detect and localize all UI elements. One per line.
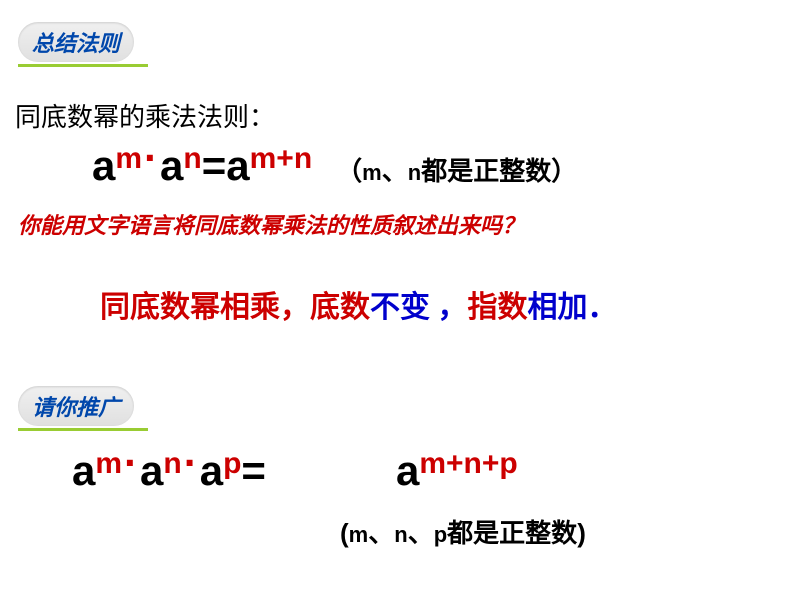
base-a1: a [92, 142, 115, 190]
ext-mnp: m+n+p [419, 447, 517, 481]
dot-1: · [144, 134, 158, 182]
ext-dot2: · [184, 439, 198, 487]
ext-a3: a [200, 447, 223, 495]
stmt-p4: 相加． [528, 291, 618, 324]
exp-m: m [115, 142, 142, 176]
ext-a2: a [140, 447, 163, 495]
summary-badge: 总结法则 [18, 22, 134, 62]
question-text: 你能用文字语言将同底数幂乘法的性质叙述出来吗？ [18, 208, 794, 240]
ext-eq: = [241, 447, 266, 495]
ext-dot1: · [124, 439, 138, 487]
ext-ra: a [396, 447, 419, 495]
formula-extend: am·an·ap=am+n+p [72, 447, 794, 495]
badge-underline-1 [18, 64, 148, 67]
ext-n: n [163, 447, 181, 481]
stmt-p2: 不变 ， [370, 291, 468, 324]
condition-1: （m、n都是正整数） [336, 151, 577, 188]
formula-rule: am·an=am+n （m、n都是正整数） [92, 142, 794, 190]
condition-2: (m、n、p都是正整数) [340, 513, 794, 550]
eq-a: =a [202, 142, 250, 190]
exp-mn: m+n [250, 142, 313, 176]
base-a2: a [160, 142, 183, 190]
statement: 同底数幂相乘，底数不变 ，指数相加． [100, 282, 794, 326]
exp-n: n [183, 142, 201, 176]
rule-title: 同底数幂的乘法法则： [15, 97, 794, 134]
badge-underline-2 [18, 428, 148, 431]
ext-m: m [95, 447, 122, 481]
ext-p: p [223, 447, 241, 481]
extend-badge: 请你推广 [18, 386, 134, 426]
ext-a1: a [72, 447, 95, 495]
stmt-p3: 指数 [468, 291, 528, 324]
stmt-p1: 同底数幂相乘，底数 [100, 291, 370, 324]
